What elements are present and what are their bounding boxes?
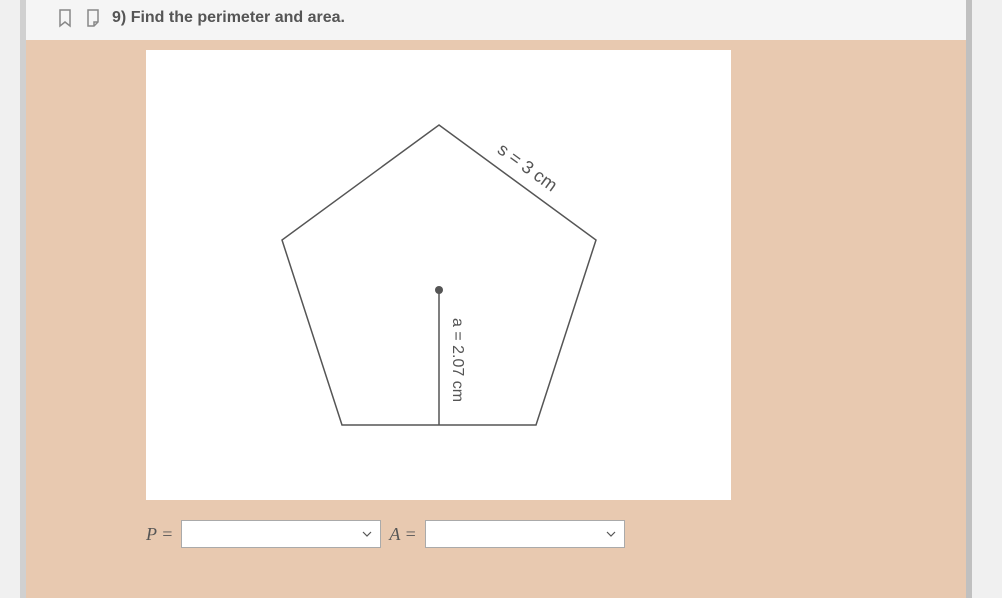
note-icon[interactable] — [84, 5, 102, 27]
center-dot — [435, 286, 443, 294]
diagram-container: s = 3 cm a = 2.07 cm — [146, 50, 731, 500]
area-dropdown[interactable] — [425, 520, 625, 548]
question-header: 9) Find the perimeter and area. — [26, 0, 966, 40]
area-label: A = — [389, 524, 416, 545]
question-number: 9) — [112, 9, 126, 26]
answer-row: P = A = — [146, 520, 946, 548]
perimeter-dropdown[interactable] — [181, 520, 381, 548]
perimeter-label: P = — [146, 524, 173, 545]
question-prompt: Find the perimeter and area. — [131, 9, 345, 26]
apothem-label: a = 2.07 cm — [449, 318, 466, 402]
chevron-down-icon — [362, 531, 372, 537]
question-text: 9) Find the perimeter and area. — [112, 5, 345, 27]
chevron-down-icon — [606, 531, 616, 537]
pentagon-diagram: s = 3 cm a = 2.07 cm — [239, 90, 639, 460]
content-frame: 9) Find the perimeter and area. s = 3 cm… — [20, 0, 972, 598]
bookmark-icon[interactable] — [56, 5, 74, 27]
side-label: s = 3 cm — [493, 139, 560, 195]
